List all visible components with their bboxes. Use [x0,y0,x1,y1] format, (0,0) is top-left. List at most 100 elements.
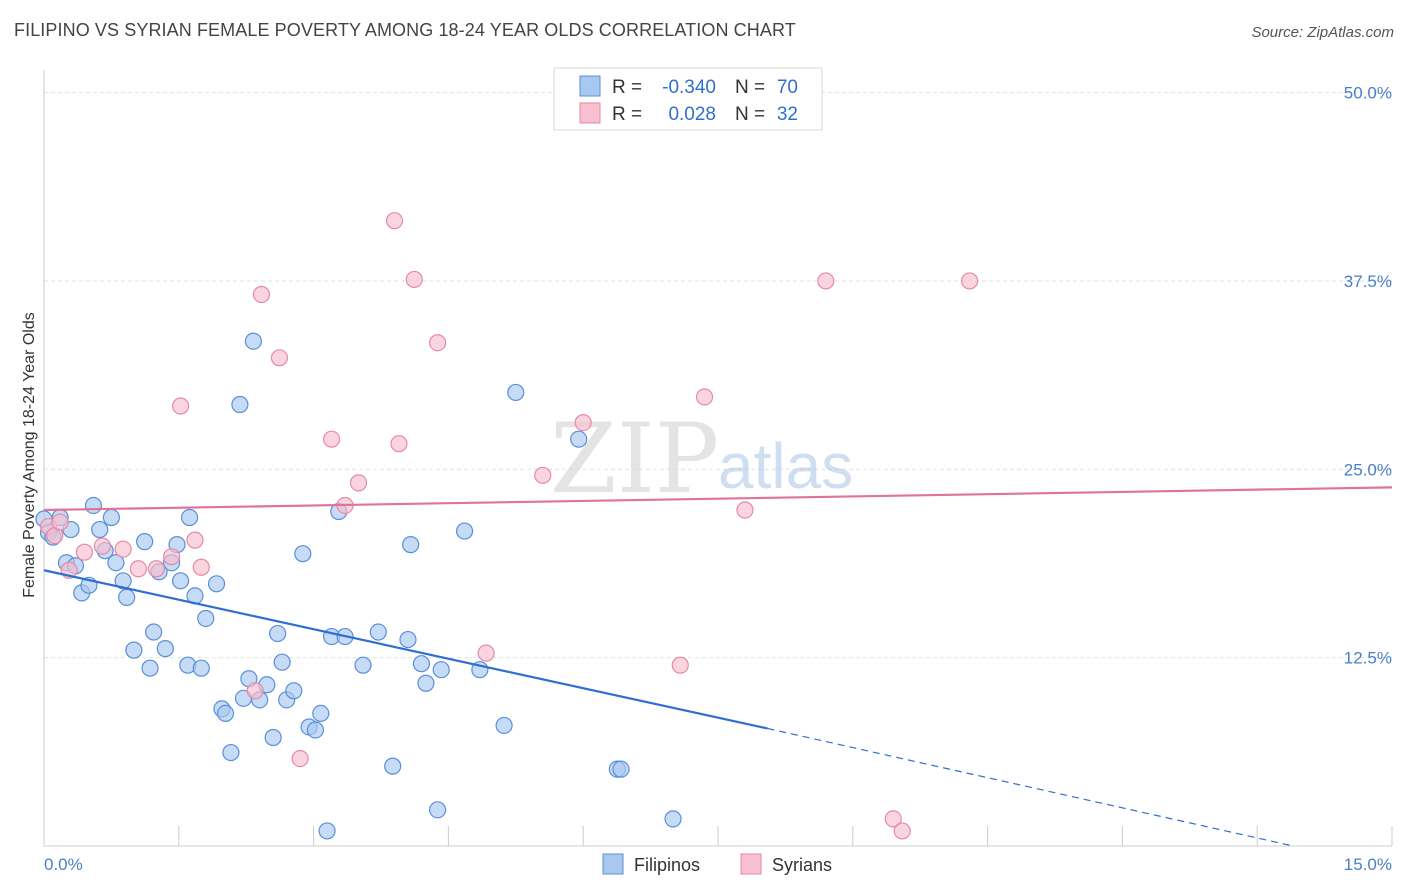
syrians-point-12 [192,558,210,576]
filipinos-point-53 [354,656,372,674]
y-tick-label-0: 12.5% [1344,649,1392,668]
syrians-point-19 [349,474,368,492]
filipinos-point-55 [384,757,402,775]
filipinos-point-42 [273,653,291,671]
filipinos-point-10 [91,520,109,539]
legend-n-value-syrians: 32 [777,104,798,125]
legend-n-value-filipinos: 70 [777,77,798,98]
y-tick-label-2: 37.5% [1344,272,1392,291]
filipinos-point-56 [399,630,417,649]
syrians-point-11 [186,531,204,549]
bottom-legend-label-filipinos: Filipinos [634,855,700,875]
syrians-point-15 [270,349,289,367]
filipinos-point-65 [507,383,525,402]
filipinos-point-45 [294,545,312,563]
filipinos-point-17 [136,533,154,551]
filipinos-point-54 [369,623,387,641]
syrians-point-8 [147,560,165,578]
filipinos-point-64 [495,716,513,735]
filipinos-point-14 [114,572,132,590]
filipinos-point-62 [455,522,474,540]
filipinos-point-61 [432,661,450,679]
legend-n-label-syrians: N = [735,104,765,125]
filipinos-trend-line [43,569,768,730]
legend-swatch-syrians [579,102,601,124]
syrians-point-32 [893,822,911,840]
correlation-legend: R = -0.340 N = 70 R = 0.028 N = 32 [553,67,823,131]
filipinos-trend-line-extension [767,727,1294,847]
filipinos-point-16 [125,641,143,659]
syrians-point-14 [252,285,271,304]
filipinos-point-68 [612,760,630,778]
legend-swatch-filipinos [579,75,601,97]
filipinos-point-26 [180,508,199,527]
filipinos-point-47 [306,721,324,739]
syrians-point-28 [695,388,714,406]
syrians-point-5 [93,537,112,555]
filipinos-point-49 [318,822,336,840]
syrians-point-25 [534,466,552,484]
legend-r-value-filipinos: -0.340 [662,77,716,98]
syrians-point-10 [171,397,190,415]
syrians-point-17 [322,430,341,448]
syrians-point-24 [477,644,495,662]
syrians-points [39,212,979,840]
filipinos-point-12 [102,508,121,527]
filipinos-point-18 [141,659,159,677]
syrians-point-2 [51,513,69,531]
filipinos-point-40 [264,728,282,747]
syrians-point-33 [961,272,979,290]
filipinos-point-58 [412,655,431,673]
syrians-point-30 [817,272,835,290]
syrians-point-29 [736,501,754,519]
filipinos-point-29 [197,609,215,628]
bottom-legend-label-syrians: Syrians [772,855,832,875]
watermark: ZIP atlas [550,403,853,515]
y-axis-label: Female Poverty Among 18-24 Year Olds [21,312,38,598]
syrians-point-27 [671,656,689,674]
filipinos-point-30 [207,575,226,593]
filipinos-point-44 [285,682,303,700]
filipinos-point-57 [402,536,420,554]
syrians-point-21 [390,435,408,453]
syrians-point-23 [429,334,447,352]
syrians-point-22 [405,270,423,289]
y-tick-label-1: 25.0% [1344,460,1392,479]
bottom-legend-swatch-filipinos [602,853,624,875]
syrians-point-26 [574,413,592,432]
bottom-legend-swatch-syrians [740,853,762,875]
watermark-atlas-text: atlas [718,430,853,502]
filipinos-point-19 [145,623,163,641]
legend-r-value-syrians: 0.028 [668,104,716,125]
gridlines [44,92,1392,659]
filipinos-point-21 [156,640,174,658]
syrians-point-31 [884,810,902,828]
legend-r-label-filipinos: R = [612,77,642,98]
y-tick-label-3: 50.0% [1344,84,1392,103]
x-tick-label-1: 15.0% [1344,855,1392,874]
filipinos-point-13 [107,554,125,572]
filipinos-point-24 [171,572,190,590]
x-tick-labels: 0.0% 15.0% [44,855,1392,874]
filipinos-point-15 [118,588,136,606]
filipinos-point-48 [312,704,330,723]
filipinos-point-33 [222,743,240,762]
syrians-point-7 [129,560,147,578]
filipinos-points [35,332,682,840]
filipinos-point-34 [231,395,249,414]
filipinos-point-41 [269,624,287,643]
chart-title: FILIPINO VS SYRIAN FEMALE POVERTY AMONG … [14,20,796,40]
filipinos-point-59 [417,674,435,692]
filipinos-point-37 [244,332,262,350]
syrians-point-9 [163,548,181,566]
filipinos-point-69 [664,810,682,828]
x-tick-label-0: 0.0% [44,855,83,874]
filipinos-point-66 [570,430,588,448]
syrians-point-6 [114,540,132,558]
syrians-point-20 [385,212,404,230]
legend-n-label-filipinos: N = [735,77,765,98]
filipinos-point-28 [192,659,210,677]
legend-r-label-syrians: R = [612,104,642,125]
y-tick-labels: 12.5% 25.0% 37.5% 50.0% [1344,84,1392,668]
